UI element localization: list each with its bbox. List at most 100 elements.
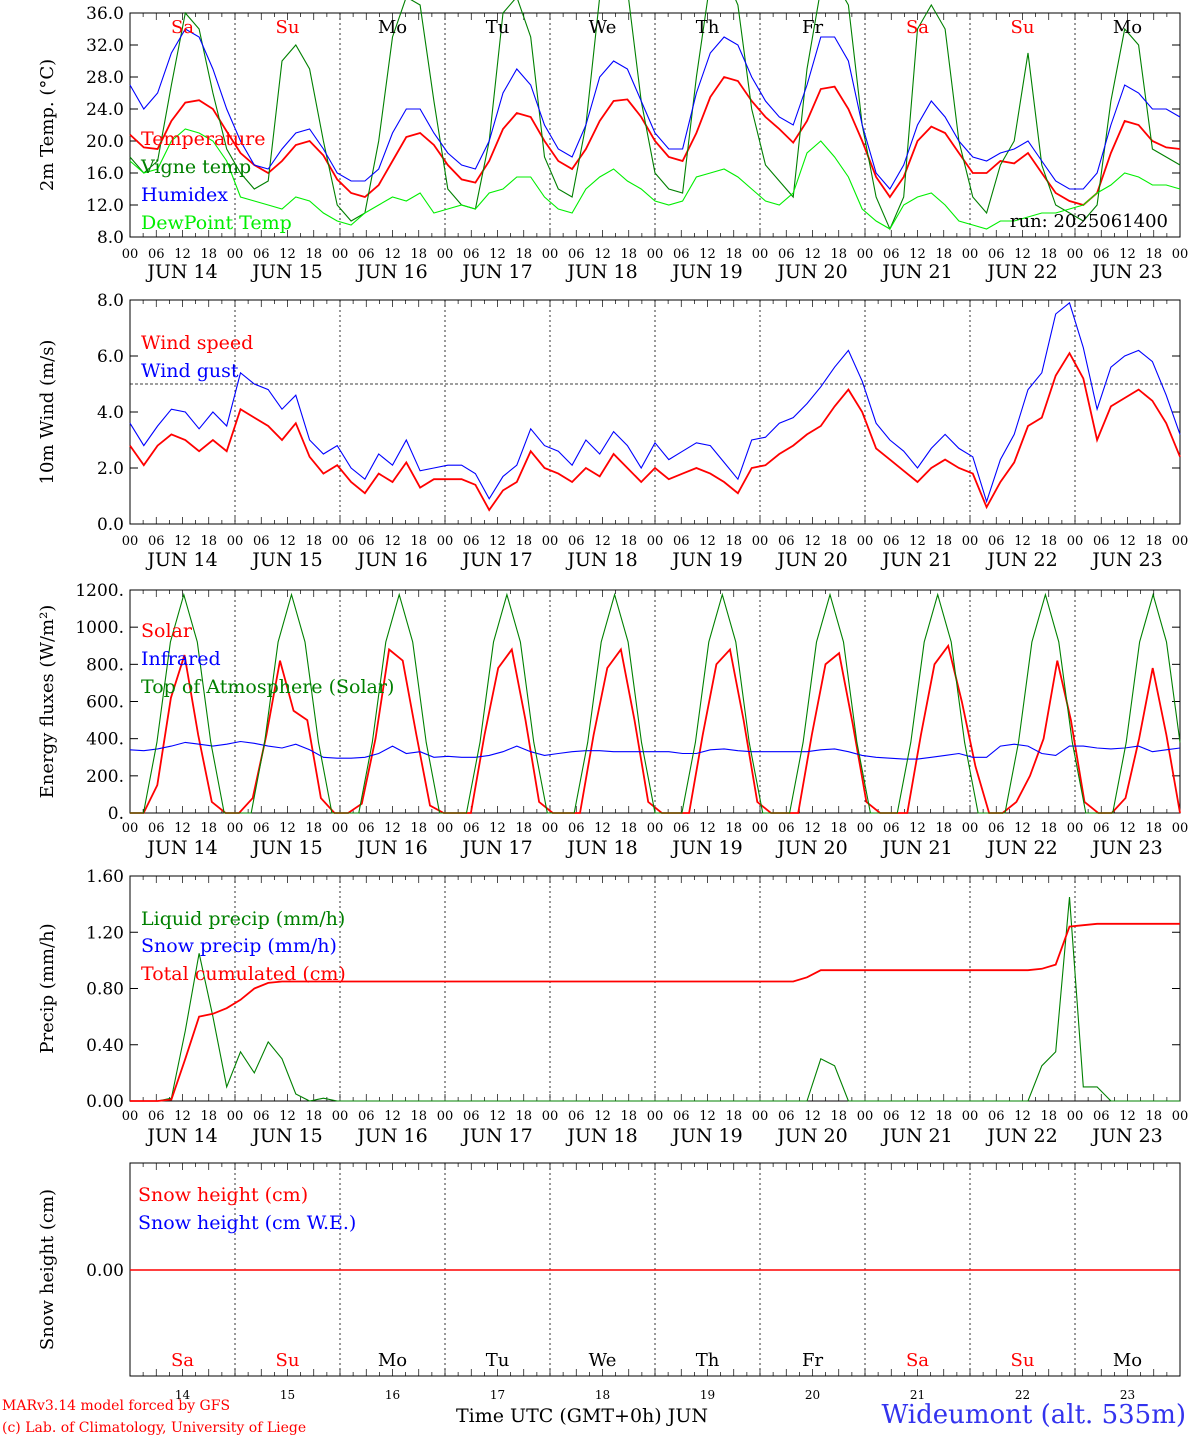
hour-label: 00 — [122, 821, 139, 836]
day-name-top: Sa — [171, 17, 194, 38]
hour-label: 06 — [1093, 247, 1110, 262]
hour-label: 00 — [752, 1109, 769, 1124]
hour-label: 06 — [148, 247, 165, 262]
day-name-top: Th — [696, 17, 720, 38]
hour-label: 00 — [752, 821, 769, 836]
y-axis-label: 2m Temp. (°C) — [37, 59, 58, 191]
hour-label: 12 — [594, 534, 611, 549]
day-name-bottom: Th — [696, 1350, 720, 1371]
hour-label: 06 — [883, 821, 900, 836]
y-tick-label: 8.0 — [97, 291, 124, 311]
day-name-bottom: Sa — [171, 1350, 194, 1371]
hour-label: 18 — [725, 821, 742, 836]
legend-entry: DewPoint Temp — [141, 212, 292, 234]
hour-label: 12 — [279, 247, 296, 262]
hour-label: 06 — [463, 534, 480, 549]
y-axis-label: Energy fluxes (W/m²) — [37, 605, 58, 799]
date-label: JUN 23 — [1090, 837, 1162, 859]
hour-label: 18 — [305, 534, 322, 549]
hour-label: 12 — [699, 247, 716, 262]
hour-label: 18 — [200, 821, 217, 836]
hour-label: 00 — [752, 534, 769, 549]
hour-label: 18 — [1040, 1109, 1057, 1124]
hour-label: 06 — [673, 534, 690, 549]
hour-label: 00 — [227, 247, 244, 262]
date-label: JUN 22 — [985, 549, 1057, 571]
hour-label: 00 — [752, 247, 769, 262]
date-label: JUN 21 — [880, 837, 952, 859]
y-tick-label: 28.0 — [86, 68, 124, 88]
date-label: JUN 18 — [565, 549, 637, 571]
date-label: JUN 14 — [145, 261, 217, 283]
day-number: 21 — [910, 1388, 925, 1402]
hour-label: 00 — [857, 1109, 874, 1124]
hour-label: 06 — [673, 1109, 690, 1124]
hour-label: 00 — [857, 534, 874, 549]
hour-label: 12 — [594, 247, 611, 262]
date-label: JUN 21 — [880, 1125, 952, 1147]
hour-label: 12 — [279, 1109, 296, 1124]
legend-entry: Humidex — [141, 184, 228, 206]
series-line-3 — [129, 128, 1181, 230]
station-name: Wideumont (alt. 535m) — [881, 1400, 1186, 1430]
hour-label: 00 — [332, 1109, 349, 1124]
legend-entry: Snow height (cm) — [138, 1184, 308, 1206]
y-tick-label: 20.0 — [86, 132, 124, 152]
y-tick-label: 24.0 — [86, 100, 124, 120]
day-name-top: Sa — [906, 17, 929, 38]
date-label: JUN 23 — [1090, 549, 1162, 571]
hour-label: 12 — [279, 534, 296, 549]
date-label: JUN 17 — [460, 261, 532, 283]
y-tick-label: 400. — [86, 730, 124, 750]
hour-label: 18 — [620, 1109, 637, 1124]
day-name-bottom: Mo — [378, 1350, 407, 1371]
hour-label: 00 — [962, 534, 979, 549]
hour-label: 18 — [305, 247, 322, 262]
hour-label: 12 — [909, 534, 926, 549]
date-label: JUN 14 — [145, 1125, 217, 1147]
y-axis-label: 10m Wind (m/s) — [37, 340, 58, 485]
hour-label: 06 — [673, 821, 690, 836]
hour-label: 00 — [122, 247, 139, 262]
y-tick-label: 0.0 — [97, 515, 124, 535]
hour-label: 06 — [778, 247, 795, 262]
day-name-top: We — [589, 17, 617, 38]
hour-label: 18 — [935, 821, 952, 836]
hour-label: 00 — [437, 247, 454, 262]
legend-entry: Wind gust — [141, 360, 239, 382]
hour-label: 06 — [253, 1109, 270, 1124]
hour-label: 12 — [1119, 534, 1136, 549]
date-label: JUN 16 — [355, 261, 427, 283]
date-label: JUN 19 — [670, 1125, 742, 1147]
hour-label: 18 — [830, 247, 847, 262]
date-label: JUN 23 — [1090, 261, 1162, 283]
hour-label: 06 — [253, 247, 270, 262]
hour-label: 12 — [1014, 534, 1031, 549]
y-tick-label: 4.0 — [97, 403, 124, 423]
y-tick-label: 800. — [86, 655, 124, 675]
y-tick-label: 200. — [86, 767, 124, 787]
hour-label: 18 — [725, 534, 742, 549]
hour-label: 18 — [935, 247, 952, 262]
hour-label: 06 — [778, 1109, 795, 1124]
day-name-bottom: Mo — [1113, 1350, 1142, 1371]
date-label: JUN 19 — [670, 549, 742, 571]
date-label: JUN 15 — [250, 261, 322, 283]
legend-entry: Wind speed — [141, 332, 253, 354]
hour-label: 00 — [647, 247, 664, 262]
hour-label: 00 — [437, 1109, 454, 1124]
date-label: JUN 20 — [775, 261, 847, 283]
hour-label: 06 — [673, 247, 690, 262]
hour-label: 06 — [358, 1109, 375, 1124]
hour-label: 00 — [1172, 821, 1189, 836]
date-label: JUN 15 — [250, 837, 322, 859]
hour-label: 18 — [620, 247, 637, 262]
date-label: JUN 16 — [355, 549, 427, 571]
hour-label: 18 — [1040, 821, 1057, 836]
date-label: JUN 21 — [880, 549, 952, 571]
hour-label: 12 — [804, 1109, 821, 1124]
day-number: 20 — [805, 1388, 820, 1402]
legend-entry: Total cumulated (cm) — [141, 963, 346, 985]
y-tick-label: 32.0 — [86, 36, 124, 56]
hour-label: 18 — [830, 1109, 847, 1124]
